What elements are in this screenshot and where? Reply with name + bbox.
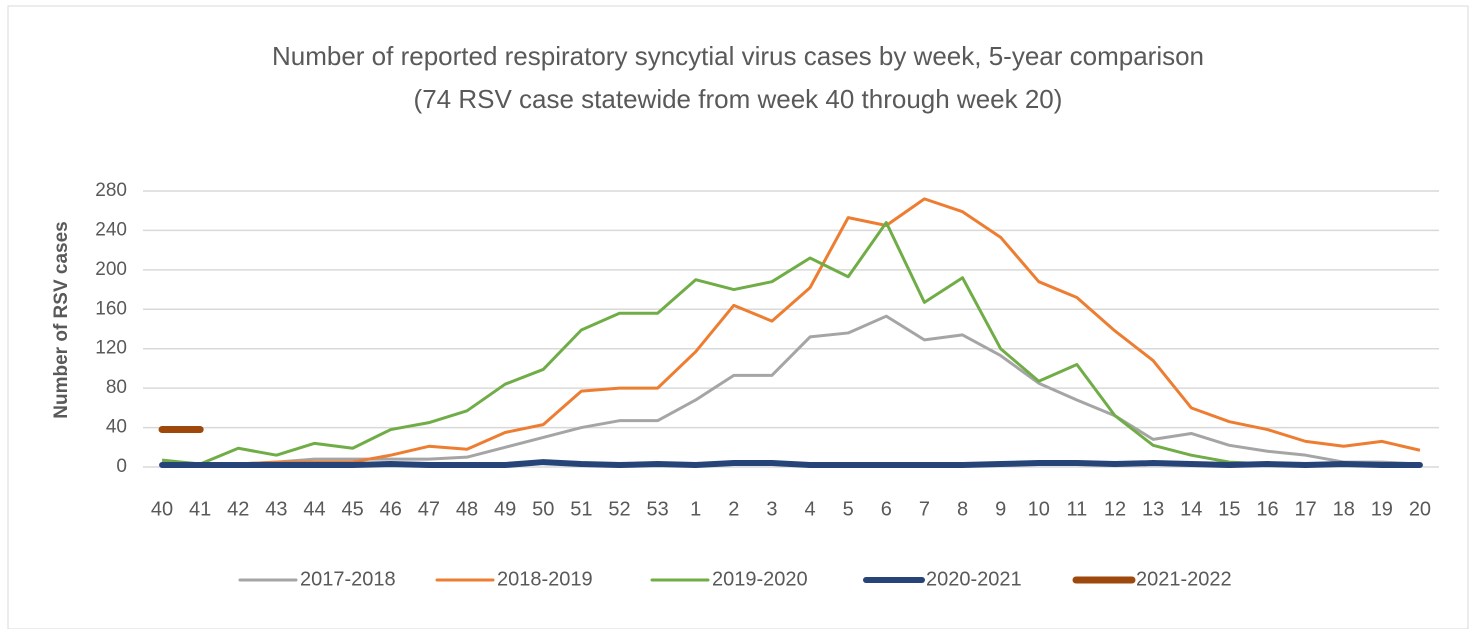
x-tick-label: 6 [881,498,892,520]
x-tick-label: 52 [608,498,630,520]
legend-label: 2018-2019 [497,568,593,590]
y-tick-label: 200 [95,259,127,280]
y-tick-label: 120 [95,338,127,359]
series-line [159,459,1423,469]
legend-label: 2021-2022 [1136,568,1232,590]
x-tick-label: 41 [189,498,211,520]
x-tick-label: 48 [456,498,478,520]
chart-title: Number of reported respiratory syncytial… [272,41,1204,71]
y-tick-label: 160 [95,298,127,319]
x-tick-label: 8 [957,498,968,520]
x-tick-label: 50 [532,498,554,520]
series-line [161,221,1420,467]
x-tick-label: 7 [919,498,930,520]
x-tick-label: 3 [766,498,777,520]
x-tick-label: 2 [728,498,739,520]
x-tick-label: 13 [1142,498,1164,520]
chart-frame [7,5,1469,629]
y-tick-label: 280 [95,180,127,201]
x-tick-label: 10 [1028,498,1050,520]
y-tick-label: 80 [106,377,127,398]
x-tick-label: 11 [1066,498,1087,520]
x-tick-label: 1 [690,498,701,520]
x-tick-label: 15 [1218,498,1240,520]
x-tick-label: 44 [303,498,325,520]
x-tick-label: 12 [1104,498,1126,520]
x-tick-label: 4 [804,498,815,520]
x-tick-label: 53 [646,498,668,520]
x-tick-label: 51 [570,498,592,520]
legend-label: 2017-2018 [300,568,396,590]
x-tick-label: 43 [265,498,287,520]
series-line [162,197,1421,466]
x-tick-label: 19 [1371,498,1393,520]
x-tick-label: 47 [418,498,440,520]
x-tick-label: 42 [227,498,249,520]
x-tick-label: 49 [494,498,516,520]
x-tick-label: 14 [1180,498,1202,520]
x-tick-label: 40 [151,498,173,520]
legend-label: 2020-2021 [926,568,1022,590]
y-tick-label: 40 [106,417,127,438]
y-tick-label: 240 [95,219,127,240]
legend-label: 2019-2020 [712,568,808,590]
x-tick-label: 18 [1333,498,1355,520]
x-tick-label: 16 [1256,498,1278,520]
y-axis-label: Number of RSV cases [51,221,72,418]
y-tick-label: 0 [116,456,127,477]
x-tick-label: 17 [1294,498,1316,520]
x-tick-label: 5 [843,498,854,520]
x-tick-label: 9 [995,498,1006,520]
x-tick-label: 46 [380,498,402,520]
x-tick-label: 45 [342,498,364,520]
x-tick-label: 20 [1409,498,1431,520]
chart-subtitle: (74 RSV case statewide from week 40 thro… [414,84,1063,114]
